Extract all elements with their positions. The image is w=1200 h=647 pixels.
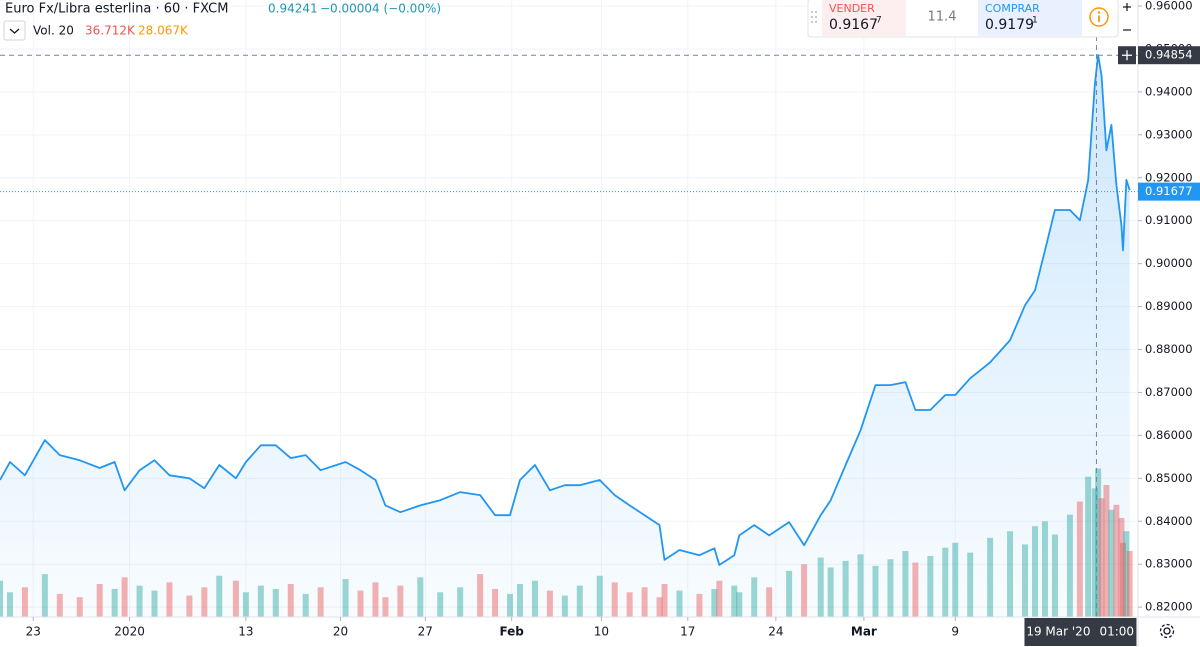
zoom-in-button[interactable] [1123, 3, 1131, 11]
y-tick-label: 0.90000 [1145, 256, 1193, 270]
y-tick-label: 0.83000 [1145, 557, 1193, 571]
info-button[interactable] [1089, 7, 1109, 27]
plot-area [0, 0, 1138, 617]
buy-label: COMPRAR [985, 2, 1040, 15]
crosshair-price-badge [1138, 46, 1200, 65]
crosshair-time-label: 01:00 [1099, 625, 1134, 639]
y-tick-label: 0.88000 [1145, 342, 1193, 356]
plus-icon [1122, 50, 1132, 61]
x-tick-label: Feb [499, 625, 524, 639]
y-tick-label: 0.89000 [1145, 299, 1193, 313]
settings-button[interactable] [1159, 623, 1175, 639]
sell-pip: 7 [876, 16, 882, 26]
volume-title: Vol. 20 [33, 24, 74, 38]
spread: 11.4 [928, 10, 957, 25]
x-tick-label: 24 [768, 625, 783, 639]
y-tick-label: 0.93000 [1145, 127, 1193, 141]
x-tick-label: 13 [238, 625, 253, 639]
y-tick-label: 0.85000 [1145, 471, 1193, 485]
buy-pip: 1 [1032, 16, 1038, 26]
x-tick-label: 10 [594, 625, 609, 639]
sell-button[interactable] [822, 0, 906, 36]
crosshair-time-badge [1024, 618, 1137, 646]
area-fill [0, 55, 1130, 617]
y-tick-label: 0.94000 [1145, 84, 1193, 98]
x-tick-label: 20 [333, 625, 348, 639]
change-value: −0.00004 (−0.00%) [320, 2, 441, 16]
x-tick-label: 17 [680, 625, 695, 639]
y-tick-label: 0.82000 [1145, 600, 1193, 614]
x-tick-label: 9 [951, 625, 959, 639]
chevron-icon [9, 28, 20, 34]
crosshair-price-label: 0.94854 [1145, 48, 1193, 62]
y-tick-label: 0.87000 [1145, 385, 1193, 399]
volume-legend-value: 36.712K [85, 24, 136, 38]
last-value: 0.94241 [268, 2, 318, 16]
axes: 0.960000.950000.940000.930000.920000.910… [26, 0, 1200, 646]
sell-price: 0.9167 [829, 17, 878, 33]
symbol-title: Euro Fx/Libra esterlina · 60 · FXCM [5, 2, 228, 17]
x-tick-label: 2020 [114, 625, 145, 639]
y-tick-label: 0.86000 [1145, 428, 1193, 442]
y-tick-label: 0.96000 [1145, 0, 1193, 13]
y-tick-label: 0.91000 [1145, 213, 1193, 227]
last-price-label: 0.91677 [1145, 184, 1193, 198]
x-tick-label: 27 [418, 625, 433, 639]
price-line [0, 54, 1131, 566]
x-tick-label: 23 [26, 625, 41, 639]
buy-button[interactable] [978, 0, 1082, 36]
last-price-badge [1138, 182, 1200, 201]
y-tick-label: 0.92000 [1145, 170, 1193, 184]
crosshair-date-label: 19 Mar '20 [1026, 625, 1090, 639]
sell-label: VENDER [829, 2, 875, 15]
volume-legend-value: 28.067K [138, 24, 189, 38]
y-tick-label: 0.84000 [1145, 514, 1193, 528]
collapse-button[interactable] [3, 20, 26, 41]
x-tick-label: Mar [851, 625, 877, 639]
drag-handle[interactable] [811, 11, 817, 23]
buy-price: 0.9179 [985, 17, 1034, 33]
